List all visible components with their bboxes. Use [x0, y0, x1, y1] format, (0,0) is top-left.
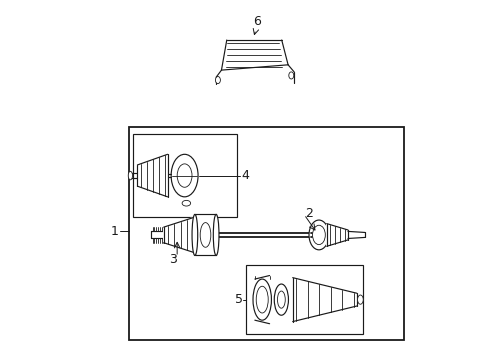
Ellipse shape — [357, 295, 363, 304]
Bar — [195, 215, 216, 256]
Ellipse shape — [171, 154, 198, 197]
Polygon shape — [163, 216, 196, 253]
Ellipse shape — [308, 220, 328, 250]
Ellipse shape — [277, 291, 285, 308]
Ellipse shape — [213, 215, 219, 256]
Ellipse shape — [252, 279, 271, 320]
Text: 5: 5 — [234, 293, 242, 306]
Text: 3: 3 — [169, 253, 177, 266]
Polygon shape — [137, 154, 167, 197]
Bar — [129, 127, 403, 339]
Ellipse shape — [274, 284, 288, 315]
Ellipse shape — [215, 77, 220, 84]
Bar — [246, 265, 363, 334]
Bar — [133, 134, 237, 217]
Text: 6: 6 — [252, 15, 260, 28]
Ellipse shape — [192, 215, 197, 256]
Text: 2: 2 — [304, 207, 312, 220]
Text: 1: 1 — [111, 225, 119, 238]
Ellipse shape — [182, 201, 190, 206]
Polygon shape — [326, 224, 347, 246]
Ellipse shape — [128, 171, 132, 180]
Ellipse shape — [177, 164, 192, 187]
Polygon shape — [292, 278, 356, 321]
Text: 4: 4 — [241, 169, 248, 182]
Ellipse shape — [288, 72, 293, 79]
Ellipse shape — [256, 286, 267, 313]
